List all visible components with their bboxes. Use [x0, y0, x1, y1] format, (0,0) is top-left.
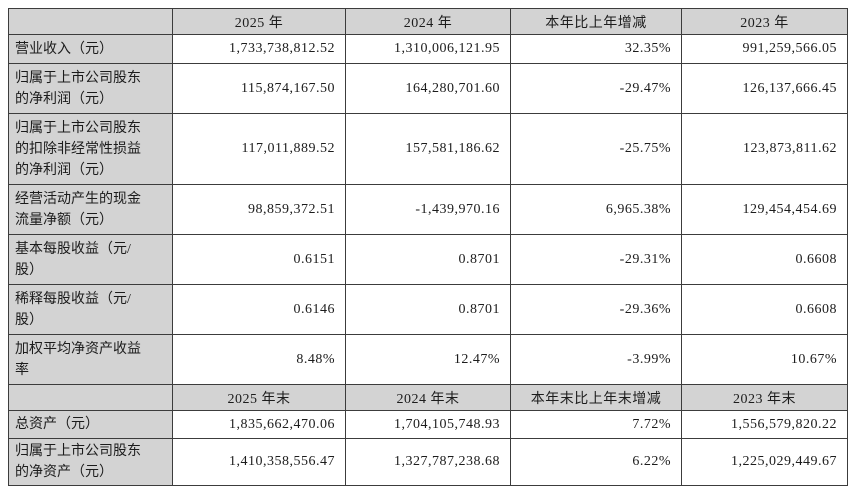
- cell-2023: 129,454,454.69: [681, 184, 848, 235]
- cell-2025: 0.6151: [172, 234, 346, 285]
- header-2024: 2024 年: [345, 8, 511, 35]
- table-row: 基本每股收益（元/ 股） 0.6151 0.8701 -29.31% 0.660…: [8, 234, 848, 285]
- cell-2023: 0.6608: [681, 234, 848, 285]
- table-row: 总资产（元） 1,835,662,470.06 1,704,105,748.93…: [8, 410, 848, 439]
- cell-2025: 0.6146: [172, 284, 346, 335]
- cell-change: 7.72%: [510, 410, 682, 439]
- table-row: 归属于上市公司股东 的净利润（元） 115,874,167.50 164,280…: [8, 63, 848, 114]
- cell-change: -29.31%: [510, 234, 682, 285]
- table-row: 营业收入（元） 1,733,738,812.52 1,310,006,121.9…: [8, 34, 848, 64]
- header-blank-cell: [8, 8, 173, 35]
- cell-change: -25.75%: [510, 113, 682, 185]
- header-2025: 2025 年: [172, 8, 346, 35]
- table-row: 经营活动产生的现金 流量净额（元） 98,859,372.51 -1,439,9…: [8, 184, 848, 235]
- cell-change: -29.47%: [510, 63, 682, 114]
- cell-2023: 991,259,566.05: [681, 34, 848, 64]
- cell-2025: 115,874,167.50: [172, 63, 346, 114]
- header-2024-end: 2024 年末: [345, 384, 511, 411]
- header-change: 本年比上年增减: [510, 8, 682, 35]
- cell-change: -3.99%: [510, 334, 682, 385]
- row-label: 归属于上市公司股东 的扣除非经常性损益 的净利润（元）: [8, 113, 173, 185]
- cell-2024: 1,310,006,121.95: [345, 34, 511, 64]
- cell-change: 6.22%: [510, 438, 682, 486]
- row-label: 总资产（元）: [8, 410, 173, 439]
- table-row: 加权平均净资产收益 率 8.48% 12.47% -3.99% 10.67%: [8, 334, 848, 385]
- table-row: 归属于上市公司股东 的扣除非经常性损益 的净利润（元） 117,011,889.…: [8, 113, 848, 185]
- row-label: 稀释每股收益（元/ 股）: [8, 284, 173, 335]
- cell-2023: 1,556,579,820.22: [681, 410, 848, 439]
- cell-change: -29.36%: [510, 284, 682, 335]
- cell-change: 6,965.38%: [510, 184, 682, 235]
- cell-2023: 0.6608: [681, 284, 848, 335]
- table-row: 稀释每股收益（元/ 股） 0.6146 0.8701 -29.36% 0.660…: [8, 284, 848, 335]
- cell-2023: 1,225,029,449.67: [681, 438, 848, 486]
- cell-2024: 1,327,787,238.68: [345, 438, 511, 486]
- cell-2025: 8.48%: [172, 334, 346, 385]
- cell-2025: 117,011,889.52: [172, 113, 346, 185]
- cell-2025: 98,859,372.51: [172, 184, 346, 235]
- cell-2024: 1,704,105,748.93: [345, 410, 511, 439]
- cell-2025: 1,835,662,470.06: [172, 410, 346, 439]
- cell-2024: -1,439,970.16: [345, 184, 511, 235]
- table-row: 归属于上市公司股东 的净资产（元） 1,410,358,556.47 1,327…: [8, 438, 848, 486]
- cell-2023: 126,137,666.45: [681, 63, 848, 114]
- cell-2024: 12.47%: [345, 334, 511, 385]
- cell-2023: 123,873,811.62: [681, 113, 848, 185]
- header-2023-end: 2023 年末: [681, 384, 848, 411]
- cell-2024: 0.8701: [345, 234, 511, 285]
- endpoint-header-row: 2025 年末 2024 年末 本年末比上年末增减 2023 年末: [8, 384, 848, 411]
- cell-2024: 164,280,701.60: [345, 63, 511, 114]
- row-label: 归属于上市公司股东 的净资产（元）: [8, 438, 173, 486]
- row-label: 经营活动产生的现金 流量净额（元）: [8, 184, 173, 235]
- period-header-row: 2025 年 2024 年 本年比上年增减 2023 年: [8, 8, 848, 35]
- row-label: 归属于上市公司股东 的净利润（元）: [8, 63, 173, 114]
- header-2025-end: 2025 年末: [172, 384, 346, 411]
- cell-2025: 1,733,738,812.52: [172, 34, 346, 64]
- cell-2025: 1,410,358,556.47: [172, 438, 346, 486]
- row-label: 营业收入（元）: [8, 34, 173, 64]
- header-endpoint-change: 本年末比上年末增减: [510, 384, 682, 411]
- header-2023: 2023 年: [681, 8, 848, 35]
- cell-2024: 157,581,186.62: [345, 113, 511, 185]
- cell-2024: 0.8701: [345, 284, 511, 335]
- row-label: 加权平均净资产收益 率: [8, 334, 173, 385]
- cell-2023: 10.67%: [681, 334, 848, 385]
- cell-change: 32.35%: [510, 34, 682, 64]
- header-blank-cell: [8, 384, 173, 411]
- row-label: 基本每股收益（元/ 股）: [8, 234, 173, 285]
- financial-summary-table: 2025 年 2024 年 本年比上年增减 2023 年 营业收入（元） 1,7…: [8, 8, 848, 486]
